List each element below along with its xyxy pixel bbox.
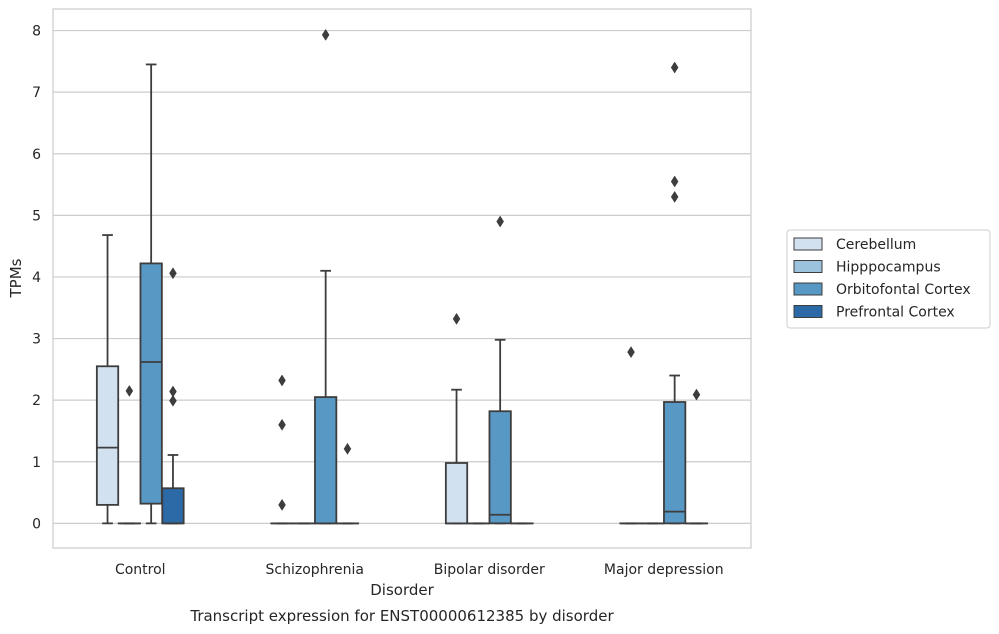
legend: Cerebellum Hipppocampus Orbitofontal Corte…	[786, 229, 991, 329]
box-group	[139, 63, 163, 525]
x-tick-label: Control	[115, 562, 166, 578]
legend-swatch	[793, 260, 823, 273]
outlier-point	[670, 61, 679, 74]
box	[663, 401, 687, 525]
y-tick-labels: 0 1 2 3 4 5 6 7 8	[32, 24, 41, 533]
box-group	[314, 28, 338, 525]
outlier-point	[278, 418, 286, 431]
box-group	[335, 442, 360, 525]
y-tick-label: 4	[32, 270, 41, 286]
x-tick-label: Major depression	[604, 562, 724, 578]
outlier-point	[627, 346, 635, 359]
box	[139, 262, 163, 505]
outlier-point	[692, 388, 701, 401]
chart-caption: Transcript expression for ENST0000061238…	[189, 607, 614, 625]
box	[314, 396, 338, 525]
y-tick-label: 3	[32, 332, 41, 348]
y-tick-label: 6	[32, 147, 41, 163]
y-tick-label: 5	[32, 208, 41, 224]
legend-frame	[786, 229, 991, 329]
box	[488, 410, 512, 525]
outlier-point	[670, 190, 679, 203]
x-axis-label: Disorder	[370, 581, 434, 599]
outlier-point	[278, 498, 286, 511]
box-group	[95, 234, 120, 525]
x-tick-label: Schizophrenia	[266, 562, 364, 578]
y-tick-label: 7	[32, 85, 41, 101]
box-group	[663, 61, 687, 525]
plot-background	[53, 9, 751, 548]
box-group	[117, 384, 141, 525]
outlier-point	[343, 442, 352, 455]
outlier-point	[278, 374, 286, 387]
outlier-point	[125, 384, 134, 397]
outlier-point	[496, 215, 504, 228]
y-tick-label: 8	[32, 24, 41, 40]
legend-label: Hipppocampus	[836, 260, 941, 276]
outlier-point	[169, 267, 177, 280]
legend-swatch	[793, 282, 823, 296]
x-tick-label: Bipolar disorder	[434, 562, 545, 578]
box	[444, 462, 469, 525]
box-group	[161, 267, 185, 525]
y-tick-label: 0	[32, 516, 41, 532]
legend-swatch	[793, 237, 823, 251]
box-series	[95, 28, 709, 525]
legend-label: Orbitofontal Cortex	[836, 282, 971, 298]
y-tick-label: 1	[32, 455, 41, 471]
legend-swatch	[793, 305, 823, 318]
outlier-point	[169, 385, 177, 398]
box	[95, 365, 120, 506]
legend-label: Prefrontal Cortex	[836, 305, 955, 321]
outlier-point	[452, 312, 461, 325]
y-axis-label: TPMs	[7, 258, 25, 298]
box-group	[488, 215, 512, 525]
box-group	[444, 312, 469, 525]
legend-label: Cerebellum	[836, 237, 916, 253]
x-tick-labels: Control Schizophrenia Bipolar disorder Majo…	[115, 562, 724, 578]
box-group	[684, 388, 709, 525]
box	[161, 487, 185, 525]
plot-frame	[52, 8, 752, 549]
outlier-point	[169, 394, 177, 407]
outlier-point	[670, 175, 679, 188]
y-tick-label: 2	[32, 393, 41, 409]
outlier-point	[321, 28, 330, 41]
